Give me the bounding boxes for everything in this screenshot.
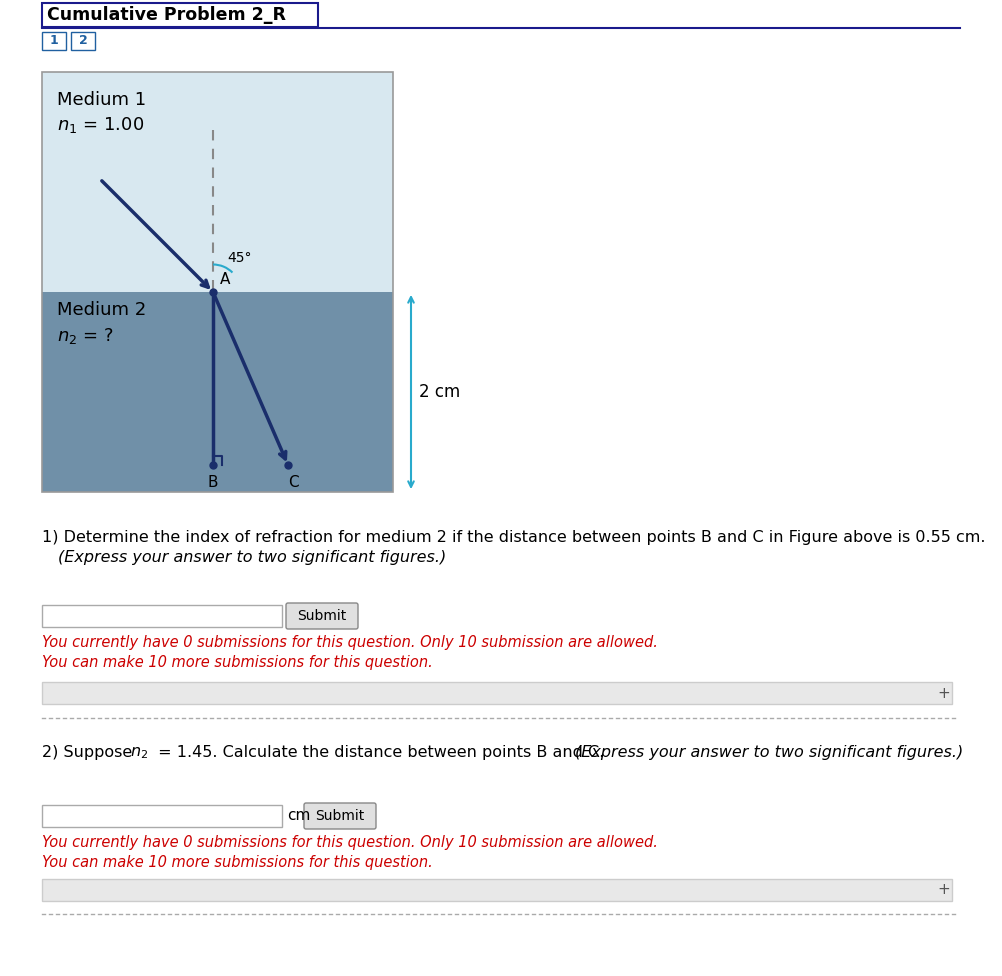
Text: B: B (207, 475, 218, 490)
Bar (42, 879, 952, 901)
Bar (42, 72, 393, 492)
Text: +: + (938, 882, 950, 898)
Text: Medium 2: Medium 2 (57, 301, 146, 319)
Text: You can make 10 more submissions for this question.: You can make 10 more submissions for thi… (42, 655, 433, 670)
FancyBboxPatch shape (304, 803, 376, 829)
FancyBboxPatch shape (286, 603, 358, 629)
Text: You currently have 0 submissions for this question. Only 10 submission are allow: You currently have 0 submissions for thi… (42, 635, 658, 650)
Text: You can make 10 more submissions for this question.: You can make 10 more submissions for thi… (42, 855, 433, 870)
Text: Submit: Submit (298, 609, 347, 623)
Text: 1: 1 (50, 34, 58, 48)
Text: C: C (288, 475, 299, 490)
Text: Submit: Submit (316, 809, 365, 823)
Text: $n_2$: $n_2$ (130, 745, 148, 760)
Text: 2: 2 (78, 34, 87, 48)
Text: (Express your answer to two significant figures.): (Express your answer to two significant … (575, 745, 963, 760)
Text: Cumulative Problem 2_R: Cumulative Problem 2_R (47, 6, 286, 24)
Text: $n_2$ = ?: $n_2$ = ? (57, 326, 113, 346)
Bar (42, 605, 282, 627)
Bar (42, 682, 952, 704)
Text: $n_1$ = 1.00: $n_1$ = 1.00 (57, 115, 144, 135)
Text: Medium 1: Medium 1 (57, 91, 146, 109)
Text: 2) Suppose: 2) Suppose (42, 745, 137, 760)
Text: 2 cm: 2 cm (419, 383, 460, 401)
Bar (42, 32, 66, 50)
Bar (42, 3, 318, 27)
Bar (42, 292, 393, 492)
Bar (71, 32, 95, 50)
Text: 1) Determine the index of refraction for medium 2 if the distance between points: 1) Determine the index of refraction for… (42, 530, 986, 545)
Bar (42, 805, 282, 827)
Text: You currently have 0 submissions for this question. Only 10 submission are allow: You currently have 0 submissions for thi… (42, 835, 658, 850)
Text: = 1.45. Calculate the distance between points B and C.: = 1.45. Calculate the distance between p… (153, 745, 614, 760)
Text: cm: cm (287, 808, 311, 824)
Text: A: A (220, 272, 230, 287)
Text: +: + (938, 685, 950, 701)
Text: (Express your answer to two significant figures.): (Express your answer to two significant … (58, 550, 446, 565)
Text: 45°: 45° (227, 251, 252, 265)
Bar (42, 72, 393, 292)
